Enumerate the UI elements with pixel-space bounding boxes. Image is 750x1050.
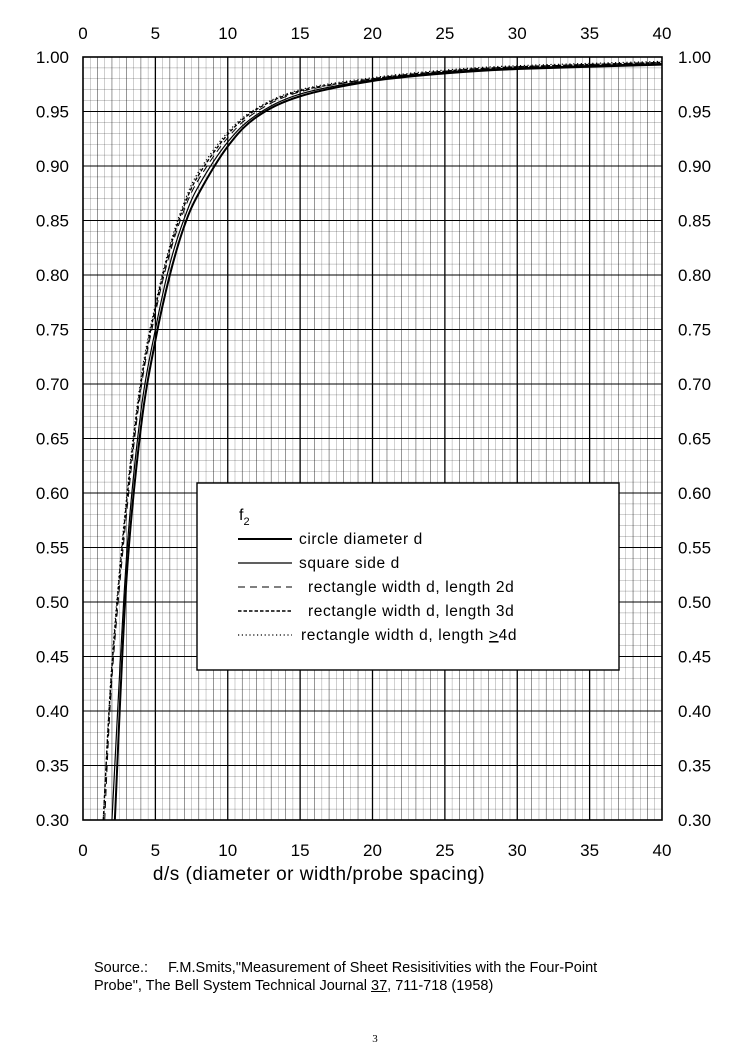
source-line-1: Source.: F.M.Smits,"Measurement of Sheet…	[94, 959, 734, 977]
x-tick-label-bottom: 0	[78, 841, 87, 860]
y-tick-label-left: 0.35	[36, 757, 69, 776]
y-tick-label-right: 0.40	[678, 702, 711, 721]
x-tick-label-bottom: 15	[291, 841, 310, 860]
y-tick-label-right: 0.50	[678, 593, 711, 612]
legend: f2 circle diameter d square side d rectang…	[196, 482, 620, 671]
x-tick-label-bottom: 25	[435, 841, 454, 860]
x-tick-label-top: 5	[151, 24, 160, 43]
legend-label-3: rectangle width d, length 2d	[308, 579, 514, 596]
legend-title: f2	[239, 507, 250, 528]
x-tick-label-bottom: 10	[218, 841, 237, 860]
x-tick-label-top: 30	[508, 24, 527, 43]
x-tick-label-top: 40	[653, 24, 672, 43]
x-tick-label-bottom: 35	[580, 841, 599, 860]
y-tick-label-right: 0.55	[678, 539, 711, 558]
x-tick-label-bottom: 40	[653, 841, 672, 860]
source-prefix: Source.:	[94, 960, 148, 976]
y-tick-label-right: 0.60	[678, 484, 711, 503]
y-tick-label-right: 0.90	[678, 157, 711, 176]
y-tick-label-left: 0.70	[36, 375, 69, 394]
y-tick-label-left: 0.30	[36, 811, 69, 830]
legend-entries: circle diameter d square side d rectangle …	[238, 531, 517, 644]
series-line-1	[113, 63, 663, 821]
y-tick-label-left: 0.50	[36, 593, 69, 612]
legend-box	[196, 482, 620, 671]
y-tick-label-left: 0.55	[36, 539, 69, 558]
x-tick-label-top: 35	[580, 24, 599, 43]
x-tick-label-top: 15	[291, 24, 310, 43]
x-tick-label-top: 20	[363, 24, 382, 43]
y-tick-label-right: 0.30	[678, 811, 711, 830]
source-line-2: Probe", The Bell System Technical Journa…	[94, 977, 734, 995]
series-line-5	[102, 60, 663, 821]
legend-label-4: rectangle width d, length 3d	[308, 603, 514, 620]
series-line-4	[102, 61, 663, 821]
plot-frame	[82, 56, 663, 821]
y-tick-label-left: 0.80	[36, 266, 69, 285]
y-tick-label-right: 0.95	[678, 103, 711, 122]
data-series	[102, 60, 663, 821]
page-number: 3	[372, 1033, 378, 1045]
series-line-2	[111, 62, 663, 821]
x-tick-label-top: 0	[78, 24, 87, 43]
y-tick-label-left: 0.85	[36, 212, 69, 231]
legend-label-2: square side d	[299, 555, 400, 572]
y-tick-label-left: 0.45	[36, 648, 69, 667]
x-axis-label: d/s (diameter or width/probe spacing)	[153, 864, 485, 885]
y-tick-label-right: 0.70	[678, 375, 711, 394]
source-citation-line-2b: , 711-718 (1958)	[387, 978, 494, 994]
y-tick-label-right: 0.85	[678, 212, 711, 231]
y-tick-label-right: 0.35	[678, 757, 711, 776]
y-tick-label-right: 0.75	[678, 321, 711, 340]
legend-label-5: rectangle width d, length >4d	[301, 627, 517, 644]
source-citation-line-1: F.M.Smits,"Measurement of Sheet Resisiti…	[168, 960, 598, 976]
y-tick-label-left: 0.60	[36, 484, 69, 503]
x-tick-label-top: 25	[435, 24, 454, 43]
x-tick-label-bottom: 5	[151, 841, 160, 860]
x-tick-label-bottom: 30	[508, 841, 527, 860]
y-tick-label-left: 0.65	[36, 430, 69, 449]
y-tick-label-left: 0.75	[36, 321, 69, 340]
y-tick-label-right: 0.65	[678, 430, 711, 449]
x-tick-label-bottom: 20	[363, 841, 382, 860]
source-citation-line-2a: Probe", The Bell System Technical Journa…	[94, 978, 372, 994]
y-tick-label-left: 0.95	[36, 103, 69, 122]
legend-label-1: circle diameter d	[299, 531, 423, 548]
y-tick-label-right: 0.45	[678, 648, 711, 667]
source-volume: 37	[371, 978, 388, 994]
y-tick-label-right: 0.80	[678, 266, 711, 285]
y-tick-label-left: 1.00	[36, 48, 69, 67]
y-tick-label-right: 1.00	[678, 48, 711, 67]
source-citation: Source.: F.M.Smits,"Measurement of Sheet…	[94, 959, 734, 995]
series-line-3	[104, 61, 663, 821]
axis-ticks: 0.30 0.30 0.35 0.35 0.40 0.40 0.45 0.45 0.50 0.50…	[36, 24, 711, 860]
y-tick-label-left: 0.90	[36, 157, 69, 176]
y-tick-label-left: 0.40	[36, 702, 69, 721]
x-tick-label-top: 10	[218, 24, 237, 43]
